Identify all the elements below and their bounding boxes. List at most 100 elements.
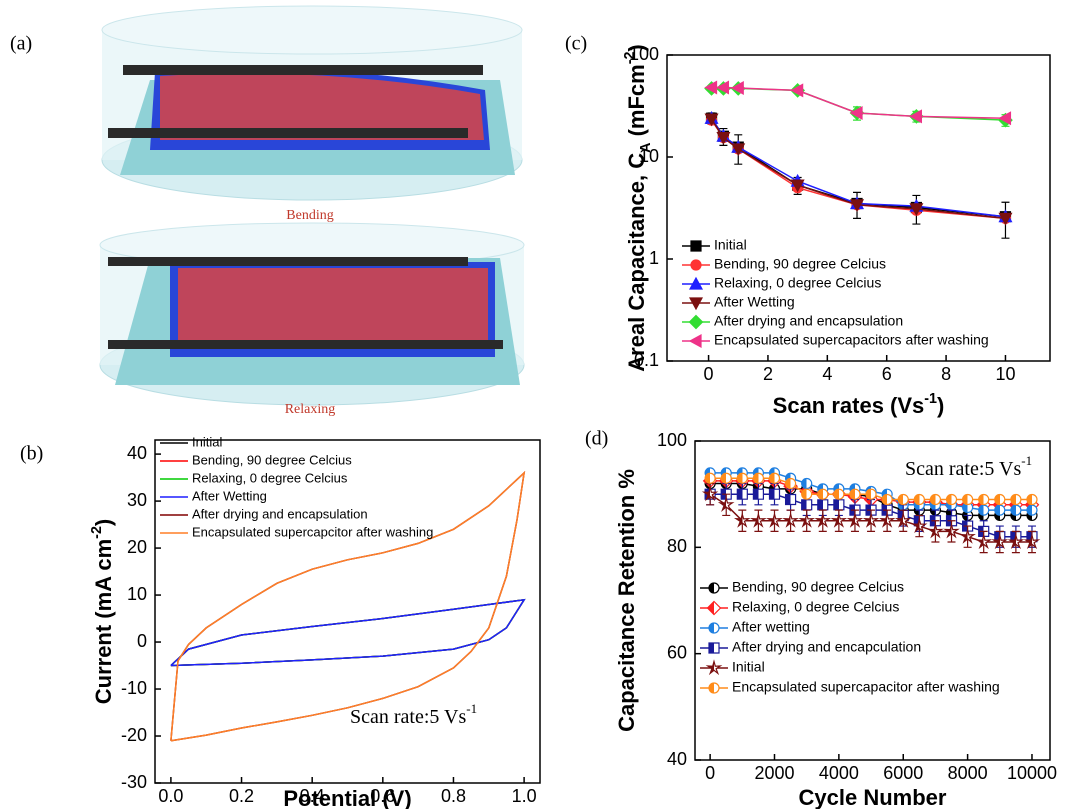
label-part: Scan rate:5 Vs	[350, 706, 466, 728]
label-part: -2	[622, 52, 638, 65]
device-relaxing	[100, 223, 524, 405]
label: Scan rate:5 Vs-1	[905, 453, 1032, 479]
label: Potential (V)	[283, 786, 411, 809]
x-tick-label: 10	[995, 364, 1015, 384]
legend-label: Bending, 90 degree Celcius	[714, 256, 886, 272]
legend-label: Bending, 90 degree Celcius	[192, 452, 352, 467]
x-tick-label: 10000	[1007, 763, 1057, 783]
series-line	[171, 600, 524, 666]
x-tick-label: 8	[941, 364, 951, 384]
marker	[995, 505, 1005, 515]
label-part: Scan rate:5 Vs	[905, 458, 1021, 480]
x-tick-label: 4000	[819, 763, 859, 783]
label-part: -1	[924, 391, 937, 407]
legend-label: After drying and encapsulation	[714, 313, 903, 329]
x-tick-label: 6000	[883, 763, 923, 783]
y-tick-label: 60	[667, 642, 687, 662]
legend-label: Encapsulated supercapacitors after washi…	[714, 332, 989, 348]
y-tick-label: 0	[137, 631, 147, 651]
legend-label: Initial	[732, 659, 765, 675]
current-collector	[123, 65, 483, 75]
y-tick-label: -30	[121, 772, 147, 792]
label-part: Areal Capacitance, C	[624, 153, 649, 372]
marker	[850, 489, 860, 499]
marker	[769, 489, 779, 499]
series-line	[171, 600, 524, 666]
device-bending	[102, 6, 522, 200]
marker	[1027, 494, 1037, 504]
legend-label: After drying and encapculation	[732, 639, 921, 655]
figure: (a) Bending Relaxing (b)-30-20-100102030…	[0, 0, 1065, 809]
marker	[834, 500, 844, 510]
marker	[963, 494, 973, 504]
marker	[979, 505, 989, 515]
marker	[1011, 505, 1021, 515]
marker	[834, 489, 844, 499]
x-tick-label: 0.8	[441, 786, 466, 806]
legend-label: Relaxing, 0 degree Celcius	[732, 599, 899, 615]
panel-label: (b)	[20, 443, 43, 465]
marker	[786, 479, 796, 489]
x-tick-label: 8000	[948, 763, 988, 783]
current-collector	[108, 257, 468, 266]
marker	[914, 494, 924, 504]
panel-label: (a)	[10, 33, 32, 55]
caption: Bending	[286, 208, 333, 223]
legend-label: Relaxing, 0 degree Celcius	[192, 470, 348, 485]
label-part: -1	[1021, 453, 1032, 468]
marker	[708, 662, 720, 674]
label-part: Capacitance Retention %	[614, 469, 639, 732]
marker	[802, 479, 812, 489]
label-part: Scan rates (Vs	[773, 393, 925, 418]
y-tick-label: -20	[121, 725, 147, 745]
marker	[753, 489, 763, 499]
marker	[690, 316, 703, 329]
legend-label: After wetting	[732, 619, 810, 635]
x-tick-label: 0	[705, 763, 715, 783]
marker	[691, 241, 701, 251]
marker	[818, 500, 828, 510]
label-part: )	[624, 44, 649, 51]
marker	[1011, 494, 1021, 504]
x-tick-label: 1.0	[512, 786, 537, 806]
series-line	[171, 600, 524, 666]
y-tick-label: 40	[127, 443, 147, 463]
label: Areal Capacitance, CA (mFcm-2)	[622, 44, 654, 372]
marker	[979, 494, 989, 504]
marker	[818, 489, 828, 499]
legend-label: Bending, 90 degree Celcius	[732, 579, 904, 595]
label: Capacitance Retention %	[614, 469, 639, 732]
legend-label: After Wetting	[192, 488, 267, 503]
y-tick-label: 100	[657, 430, 687, 450]
y-tick-label: 80	[667, 536, 687, 556]
marker	[709, 623, 719, 633]
label-part: -1	[466, 701, 477, 716]
x-tick-label: 6	[882, 364, 892, 384]
label: Scan rate:5 Vs-1	[350, 701, 477, 727]
marker	[705, 473, 715, 483]
x-tick-label: 4	[822, 364, 832, 384]
marker	[691, 260, 701, 270]
x-tick-label: 2	[763, 364, 773, 384]
marker	[690, 335, 701, 347]
series-line	[171, 600, 524, 666]
marker	[882, 494, 892, 504]
current-collector	[108, 340, 503, 349]
current-collector	[108, 128, 468, 138]
x-tick-label: 2000	[754, 763, 794, 783]
legend-label: Encapsulated supercapacitor after washin…	[732, 679, 1000, 695]
label: Scan rates (Vs-1)	[773, 391, 945, 418]
label-part: (mFcm	[624, 64, 649, 142]
marker	[898, 494, 908, 504]
x-tick-label: 0	[704, 364, 714, 384]
marker	[709, 683, 719, 693]
marker	[737, 473, 747, 483]
label-part: )	[937, 393, 944, 418]
marker	[708, 602, 721, 615]
label-part: Cycle Number	[799, 785, 947, 809]
x-tick-label: 0.0	[158, 786, 183, 806]
cylinder-top	[102, 6, 522, 54]
legend-label: Initial	[714, 237, 747, 253]
marker	[753, 473, 763, 483]
label: Current (mA cm-2)	[89, 519, 116, 704]
